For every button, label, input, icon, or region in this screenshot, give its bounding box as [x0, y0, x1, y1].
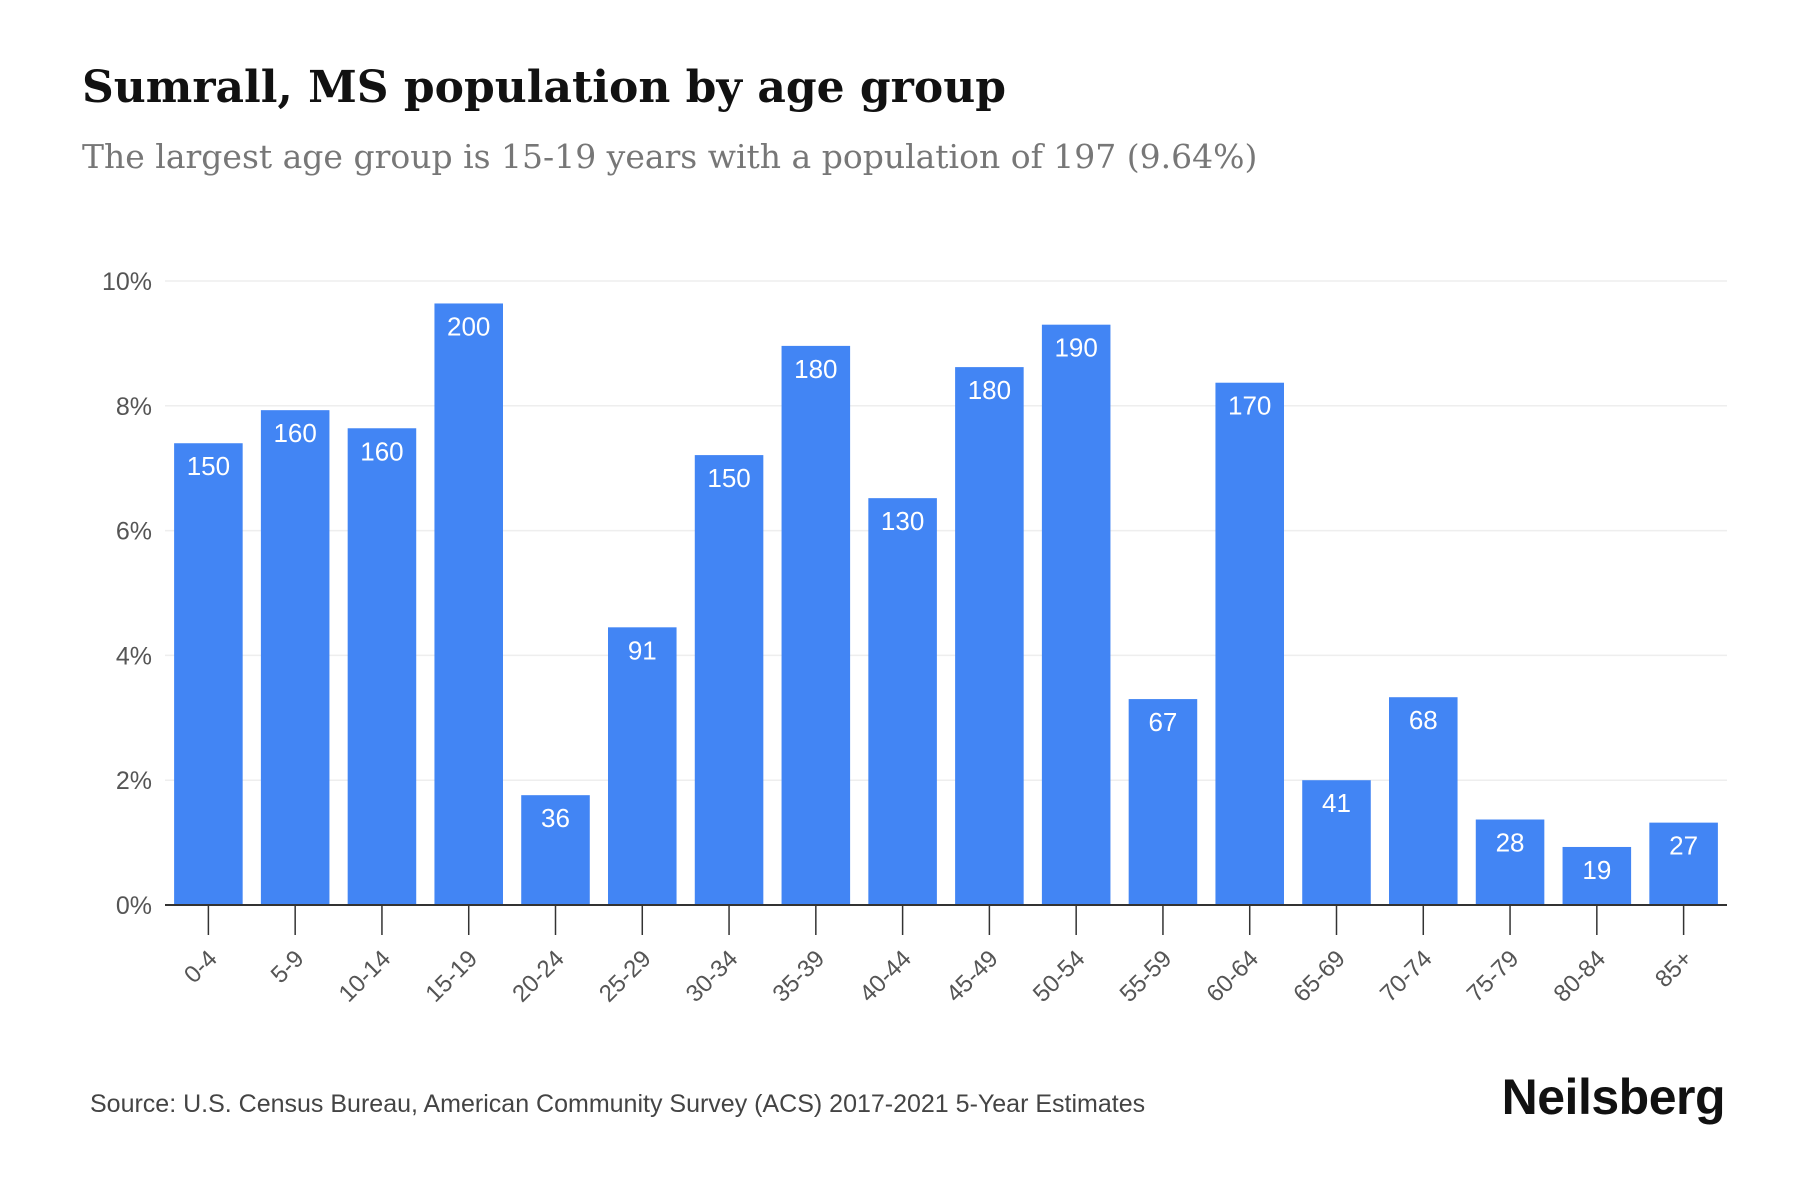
x-tick-label: 60-64 [1201, 945, 1264, 1008]
x-tick-label: 75-79 [1462, 945, 1525, 1008]
bar-value-label: 170 [1228, 391, 1271, 421]
bar [1041, 324, 1111, 905]
bar [1128, 699, 1198, 905]
chart-subtitle: The largest age group is 15-19 years wit… [82, 137, 1258, 176]
bar [1562, 846, 1632, 905]
bar-value-label: 91 [628, 635, 657, 665]
y-tick-label: 8% [116, 393, 152, 421]
x-tick-label: 35-39 [768, 945, 831, 1008]
bar [1302, 780, 1371, 905]
y-tick-label: 10% [102, 268, 152, 296]
x-tick-label: 50-54 [1028, 945, 1091, 1008]
bar [260, 410, 330, 905]
bar-labels: 150 160 160 200 36 91 150 180 130 180 190 67 170 41 68… [187, 311, 1698, 885]
bar-value-label: 19 [1582, 855, 1611, 885]
x-tick-label: 70-74 [1375, 945, 1438, 1008]
y-axis-ticks: 0% 2% 4% 6% 8% 10% [102, 268, 152, 920]
x-tick-label: 5-9 [266, 945, 310, 989]
bar-value-label: 190 [1054, 333, 1097, 363]
bar-value-label: 150 [187, 451, 230, 481]
x-axis: 0-4 5-9 10-14 15-19 20-24 25-29 30-34 35-39 40-4… [165, 904, 1727, 1008]
bar-value-label: 27 [1669, 831, 1698, 861]
gridlines [165, 280, 1727, 781]
x-tick-label: 40-44 [854, 945, 917, 1008]
bar [781, 345, 851, 905]
bar-value-label: 180 [794, 354, 837, 384]
bar [1649, 822, 1718, 905]
x-tick-label: 45-49 [941, 945, 1004, 1008]
bar-value-label: 67 [1148, 707, 1177, 737]
bar [174, 443, 243, 905]
x-tick-label: 55-59 [1115, 945, 1178, 1008]
x-tick-label: 25-29 [594, 945, 657, 1008]
x-tick-label: 10-14 [334, 945, 397, 1008]
y-tick-label: 4% [116, 642, 152, 670]
x-tick-label: 15-19 [420, 945, 483, 1008]
bar [1475, 819, 1545, 905]
x-tick-label: 20-24 [507, 945, 570, 1008]
y-tick-label: 6% [116, 518, 152, 546]
bar [868, 498, 937, 905]
bars [174, 303, 1718, 905]
x-tick-label: 30-34 [681, 945, 744, 1008]
y-tick-label: 0% [116, 892, 152, 920]
bar-value-label: 150 [707, 463, 750, 493]
bar-value-label: 41 [1322, 788, 1351, 818]
bar-value-label: 130 [881, 506, 924, 536]
bar-value-label: 36 [541, 803, 570, 833]
bar [347, 428, 417, 905]
y-tick-label: 2% [116, 767, 152, 795]
bar [1389, 697, 1458, 905]
bar-value-label: 180 [968, 375, 1011, 405]
x-tick-label: 85+ [1650, 945, 1698, 993]
bar-value-label: 28 [1496, 828, 1525, 858]
bar-value-label: 68 [1409, 705, 1438, 735]
bar [608, 627, 677, 905]
source-note: Source: U.S. Census Bureau, American Com… [90, 1090, 1146, 1118]
bar [521, 795, 590, 905]
bar-value-label: 200 [447, 311, 490, 341]
chart-title: Sumrall, MS population by age group [82, 62, 1006, 113]
x-tick-label: 80-84 [1549, 945, 1612, 1008]
bar [1215, 382, 1284, 905]
bar [434, 303, 503, 905]
brand-logo: Neilsberg [1501, 1069, 1726, 1125]
x-tick-label: 65-69 [1288, 945, 1351, 1008]
bar [694, 455, 764, 905]
bar [955, 367, 1024, 905]
bar-value-label: 160 [273, 418, 316, 448]
bar-value-label: 160 [360, 436, 403, 466]
x-tick-label: 0-4 [179, 945, 223, 989]
